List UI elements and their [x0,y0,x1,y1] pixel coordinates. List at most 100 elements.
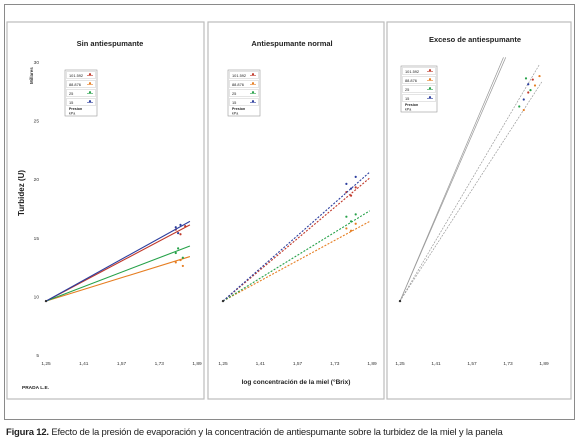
y-tick-label: 20 [34,177,40,183]
x-tick-label: 1,25 [218,361,228,367]
legend-title-unit: kPa [232,112,238,116]
data-point [524,77,528,80]
legend-marker [428,69,432,72]
legend-label: 101.592 [232,73,246,78]
x-axis-label: log concentración de la miel (°Brix) [242,378,351,386]
x-tick-label: 1,73 [330,361,340,367]
legend-row-box [229,80,259,88]
data-point [174,251,177,255]
x-tick-label: 1,89 [367,361,377,367]
data-point [522,98,525,101]
x-tick-label: 1,73 [503,361,513,367]
data-point [522,108,525,112]
data-point [179,233,182,236]
data-point [354,222,357,225]
legend-row-box [66,98,96,106]
legend-row-box [66,89,96,97]
legend-label: 15 [69,100,73,105]
figure-caption: Figura 12. Efecto de la presión de evapo… [6,427,572,438]
author-label: PRADA L.E. [22,385,49,391]
series-line [399,81,543,302]
series-line [45,256,191,302]
series-line [45,220,191,302]
x-tick-label: 1,57 [467,361,477,367]
origin-point [398,299,402,303]
legend-label: 25 [405,87,409,92]
data-point [181,256,184,259]
data-point [184,224,187,228]
panel-title-1: Sin antiespumante [77,39,144,48]
data-point [345,182,348,185]
legend-marker [428,78,432,81]
x-tick-label: 1,41 [431,361,441,367]
data-point [527,83,530,86]
caption-label: Figura 12. [6,427,49,438]
legend-title: Presion [405,103,418,107]
legend-marker [88,100,92,103]
series-line [222,210,370,302]
x-tick-label: 1,41 [256,361,266,367]
data-point [354,186,357,189]
panel-title-2: Antiespumante normal [251,39,332,48]
legend-label: 88.876 [232,82,244,87]
data-point [181,264,184,268]
legend-row-box [66,71,96,79]
legend-label: 101.592 [405,69,419,74]
data-point [177,232,180,235]
data-point [349,187,353,190]
x-tick-label: 1,89 [539,361,549,367]
series-line [222,171,371,302]
series-line [222,177,371,302]
data-point [354,213,357,216]
data-point [349,220,353,223]
turbidity-charts: Sin antiespumante Antiespumante normal E… [6,21,572,400]
legend-row-box [402,67,436,75]
legend-row-box [229,71,259,79]
data-point [349,194,353,197]
legend-row-box [402,85,436,93]
caption-text: Efecto de la presión de evaporación y la… [51,427,503,438]
legend-marker [251,73,255,76]
series-line [45,245,191,302]
y-axis-label: Turbidez (U) [17,170,26,216]
panel-frame-1 [6,21,205,400]
legend-row-box [229,98,259,106]
legend-row-box [402,76,436,84]
x-tick-label: 1,89 [192,361,202,367]
panel-title-3: Exceso de antiespumante [429,35,521,44]
legend-label: 101.592 [69,73,83,78]
legend-marker [88,73,92,76]
x-tick-label: 1,25 [41,361,51,367]
legend-marker [88,82,92,85]
legend-label: 15 [232,100,236,105]
data-point [177,247,180,250]
data-point [529,89,532,92]
data-point [345,227,348,230]
data-point [174,261,177,264]
data-point [179,223,182,227]
legend-row-box [66,80,96,88]
legend-label: 88.876 [405,78,417,83]
legend-row-box [229,89,259,97]
y-tick-label: 15 [34,236,40,242]
origin-point [221,299,225,303]
series-line [399,57,507,302]
x-tick-label: 1,57 [117,361,127,367]
legend-marker [251,82,255,85]
data-point [527,91,530,94]
x-tick-label: 1,57 [293,361,303,367]
legend-label: 25 [69,91,73,96]
data-point [349,229,353,232]
y-tick-label: 30 [34,60,40,66]
data-point [345,215,348,218]
legend-label: 25 [232,91,236,96]
origin-point [44,299,48,303]
legend-label: 88.876 [69,82,81,87]
data-point [179,258,182,262]
data-point [531,78,534,81]
series-line [399,64,540,302]
x-tick-label: 1,73 [155,361,165,367]
legend-title: Presion [69,107,82,111]
legend-title-unit: kPa [69,112,75,116]
data-point [174,226,177,229]
